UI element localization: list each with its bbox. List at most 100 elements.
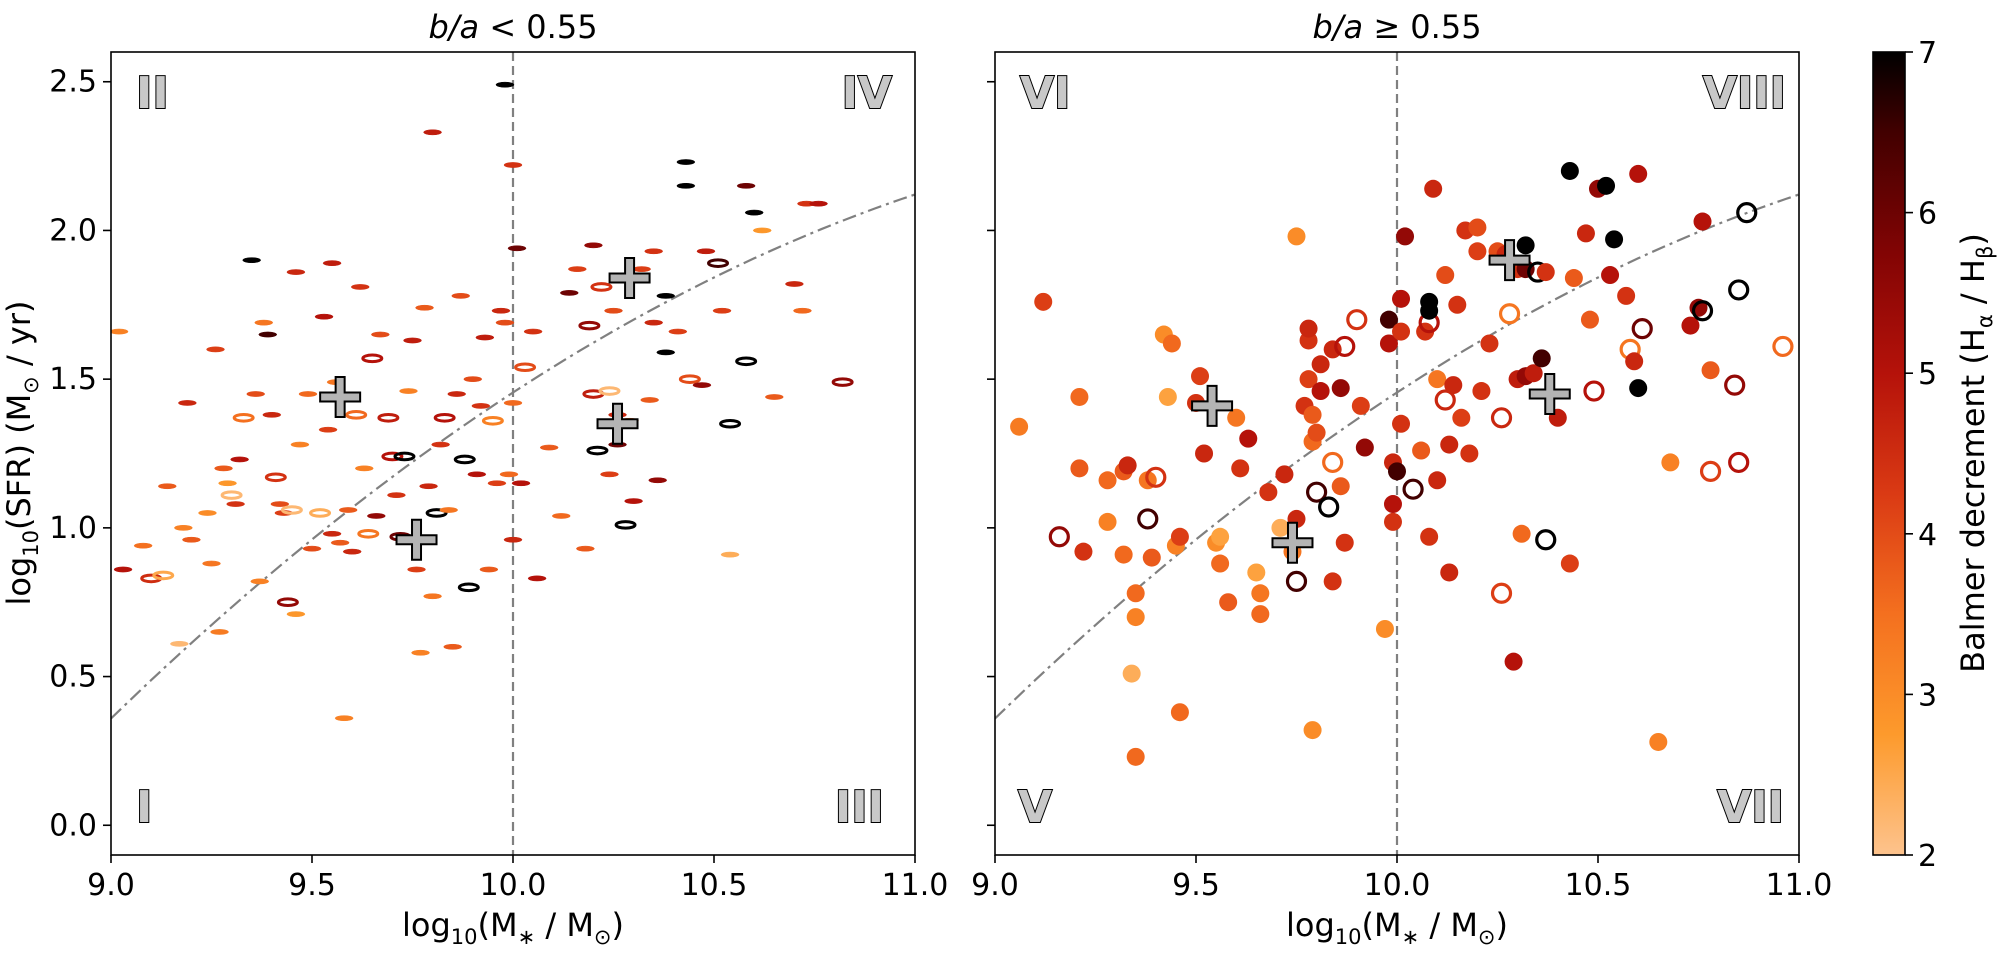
right-data-point bbox=[1126, 608, 1145, 627]
left-data-point bbox=[696, 248, 716, 255]
left-data-point bbox=[584, 242, 603, 249]
right-data-point bbox=[1629, 164, 1648, 183]
right-data-point bbox=[1512, 524, 1531, 543]
left-data-point bbox=[463, 376, 483, 382]
left-data-point bbox=[411, 649, 430, 656]
left-data-point bbox=[133, 542, 153, 549]
right-x-tick-label: 10.0 bbox=[1364, 868, 1431, 903]
left-x-tick-label: 11.0 bbox=[882, 868, 949, 903]
right-data-point bbox=[1323, 572, 1342, 591]
colorbar-tick-label: 6 bbox=[1918, 197, 1937, 232]
right-data-point bbox=[1334, 335, 1356, 358]
left-y-axis: 0.0 0.5 1.0 1.5 2.0 2.5 bbox=[49, 65, 111, 843]
left-data-point bbox=[451, 293, 470, 299]
left-panel-title: b/a < 0.55 bbox=[428, 8, 597, 46]
left-y-tick-label: 1.0 bbox=[49, 511, 97, 546]
left-data-point bbox=[286, 611, 306, 617]
right-data-point bbox=[1323, 340, 1342, 359]
left-data-point bbox=[345, 410, 368, 420]
right-data-point bbox=[1170, 527, 1189, 546]
right-data-point bbox=[1701, 361, 1720, 380]
right-data-point bbox=[1516, 236, 1535, 255]
right-data-point bbox=[1251, 605, 1270, 624]
quadrant-label-II: II bbox=[136, 68, 169, 119]
left-main-sequence-curve bbox=[111, 193, 916, 720]
left-data-point bbox=[280, 505, 303, 515]
right-data-point bbox=[1355, 438, 1374, 457]
right-data-point bbox=[1560, 161, 1579, 180]
right-data-point bbox=[1247, 563, 1266, 582]
right-data-point bbox=[1428, 370, 1447, 389]
right-data-point bbox=[1444, 376, 1463, 395]
right-data-point bbox=[1303, 405, 1322, 424]
left-data-point bbox=[230, 456, 249, 463]
right-data-point bbox=[1195, 444, 1214, 463]
left-data-point bbox=[322, 530, 342, 537]
right-data-point bbox=[1490, 582, 1513, 604]
right-data-point bbox=[1122, 664, 1141, 683]
right-data-point bbox=[1303, 721, 1322, 740]
right-data-point bbox=[1346, 309, 1368, 331]
left-data-point bbox=[355, 465, 374, 472]
left-data-point bbox=[598, 386, 621, 396]
right-data-point bbox=[1736, 202, 1758, 224]
left-data-point bbox=[644, 248, 663, 255]
colorbar-tick-label: 5 bbox=[1918, 357, 1937, 392]
left-data-point bbox=[178, 400, 197, 406]
left-data-point bbox=[393, 451, 416, 462]
right-data-point bbox=[1440, 435, 1459, 454]
left-data-point bbox=[198, 510, 217, 516]
right-data-point bbox=[1629, 379, 1648, 398]
right-data-point bbox=[1625, 352, 1644, 371]
right-data-point bbox=[1251, 584, 1270, 603]
left-data-point bbox=[712, 307, 732, 314]
right-data-point bbox=[1536, 263, 1555, 282]
left-data-point bbox=[576, 545, 595, 552]
colorbar-label: Balmer decrement (Hα / Hβ) bbox=[1954, 233, 1997, 673]
left-data-point bbox=[270, 501, 290, 507]
left-data-point bbox=[676, 182, 696, 189]
left-data-point bbox=[264, 472, 287, 483]
left-data-point bbox=[495, 81, 515, 88]
right-data-point bbox=[1631, 317, 1653, 340]
right-data-point bbox=[1420, 527, 1439, 546]
right-data-point bbox=[1681, 316, 1700, 335]
left-data-point bbox=[523, 328, 543, 335]
right-data-point bbox=[1448, 295, 1467, 314]
left-data-point bbox=[676, 159, 696, 165]
right-median-cross-3 bbox=[1488, 239, 1531, 282]
right-data-point bbox=[1728, 279, 1750, 301]
right-data-point bbox=[1388, 462, 1406, 481]
right-data-point bbox=[1114, 545, 1133, 564]
left-data-point bbox=[656, 293, 676, 299]
left-data-point bbox=[624, 498, 643, 504]
right-data-point bbox=[1285, 570, 1308, 592]
right-data-point bbox=[1649, 732, 1668, 751]
left-data-point bbox=[174, 525, 193, 531]
right-data-point bbox=[1311, 382, 1330, 401]
left-data-point bbox=[785, 281, 804, 287]
right-data-point bbox=[1428, 471, 1447, 490]
left-data-point bbox=[403, 337, 422, 344]
right-data-point bbox=[1271, 518, 1290, 537]
left-y-tick-label: 2.5 bbox=[49, 65, 97, 100]
left-data-point bbox=[475, 334, 495, 341]
left-data-point bbox=[491, 307, 511, 314]
left-data-point bbox=[182, 536, 201, 543]
right-data-point bbox=[1299, 370, 1318, 389]
right-data-point bbox=[1498, 303, 1521, 325]
left-y-tick-label: 2.0 bbox=[49, 213, 97, 248]
left-data-point bbox=[514, 362, 537, 373]
right-data-point bbox=[1375, 619, 1394, 638]
right-data-point bbox=[1605, 230, 1624, 249]
left-data-point bbox=[656, 349, 676, 356]
right-data-point bbox=[1420, 301, 1439, 320]
left-data-point bbox=[318, 426, 338, 433]
left-data-point bbox=[590, 282, 613, 292]
right-data-point bbox=[1392, 289, 1411, 308]
right-data-point bbox=[1580, 310, 1599, 329]
right-data-point bbox=[1126, 584, 1145, 603]
left-x-tick-label: 10.0 bbox=[480, 868, 547, 903]
left-data-point bbox=[357, 529, 380, 539]
right-y-axis bbox=[987, 80, 995, 827]
